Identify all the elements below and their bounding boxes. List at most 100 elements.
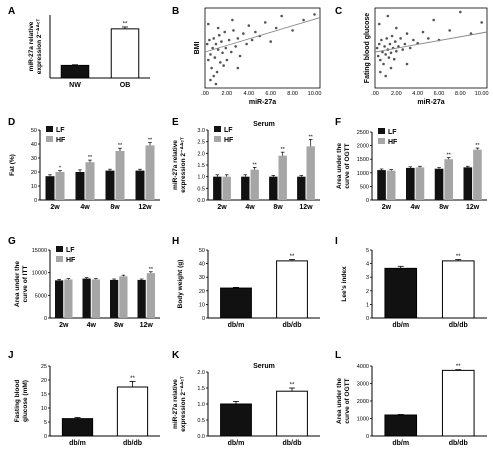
x-tick-label-C: 8.00 — [455, 91, 466, 97]
panel-letter-C: C — [335, 6, 342, 17]
y-tick-label-E: 0.5 — [197, 186, 205, 192]
legend-swatch-D — [46, 136, 53, 142]
x-tick-label-B: 4.00 — [243, 91, 254, 97]
scatter-point-B — [224, 46, 228, 50]
y-tick-label-G: 0 — [44, 316, 47, 322]
x-tick-label-E: 12w — [299, 204, 313, 211]
x-tick-label-B: 2.00 — [222, 91, 233, 97]
scatter-point-C — [387, 56, 391, 59]
panel-letter-E: E — [172, 117, 179, 128]
plot-frame-C — [374, 7, 488, 89]
scatter-point-B — [245, 42, 248, 46]
scatter-point-B — [215, 70, 219, 74]
y-tick-label-F: 1500 — [357, 157, 369, 163]
scatter-point-B — [236, 66, 240, 70]
scatter-point-C — [432, 18, 435, 22]
scatter-point-C — [405, 32, 409, 35]
scatter-point-B — [234, 45, 237, 48]
y-tick-label-J: 25 — [41, 364, 47, 370]
bar-G-LF-4w — [82, 278, 91, 318]
significance-J: ** — [130, 376, 135, 382]
scatter-point-C — [397, 45, 400, 48]
significance-A: ** — [123, 21, 128, 27]
x-tick-label-E: 2w — [217, 204, 227, 211]
scatter-point-B — [232, 29, 235, 32]
bar-H-db/m — [220, 287, 252, 319]
y-axis-label-E: miR-27a relative — [172, 140, 179, 190]
scatter-point-B — [216, 48, 220, 51]
y-axis-label-E: expression 2⁻ᐞᐞᶜᵀ — [179, 137, 187, 193]
scatter-point-B — [229, 50, 233, 54]
y-axis-label-A: expression 2⁻ᐞᐞᶜᵀ — [35, 19, 43, 75]
x-tick-label-D: 4w — [80, 204, 90, 211]
x-tick-label-E: 8w — [273, 204, 283, 211]
significance-D: ** — [148, 138, 153, 144]
scatter-point-B — [217, 33, 221, 37]
x-tick-label-F: 8w — [439, 204, 449, 211]
x-tick-label-F: 12w — [466, 204, 480, 211]
x-tick-label-B: 8.00 — [287, 91, 298, 97]
bar-J-db/m — [61, 418, 94, 437]
bar-D-LF-8w — [105, 170, 115, 200]
scatter-point-C — [383, 45, 386, 48]
y-tick-label-L: 3000 — [357, 382, 369, 388]
scatter-point-B — [291, 29, 294, 32]
y-axis-label-D: Fat (%) — [9, 154, 16, 176]
panel-letter-G: G — [8, 236, 16, 247]
bar-G-LF-2w — [55, 280, 64, 318]
y-tick-label-G: 15000 — [32, 248, 47, 254]
legend-label-E: HF — [224, 137, 234, 144]
x-axis-label-C: miR-27a — [417, 99, 444, 106]
bar-J-db/db — [116, 386, 149, 437]
scatter-point-C — [377, 42, 381, 46]
bar-D-LF-2w — [45, 176, 55, 200]
scatter-point-B — [212, 74, 216, 78]
y-axis-label-H: Body weight (g) — [177, 260, 184, 309]
scatter-point-C — [379, 58, 382, 62]
significance-K: ** — [290, 383, 295, 389]
y-axis-label-F: Area under the — [336, 143, 343, 189]
scatter-point-B — [213, 56, 217, 59]
bar-E-LF-8w — [269, 176, 278, 200]
scatter-point-B — [269, 40, 273, 43]
y-tick-label-L: 1000 — [357, 417, 369, 423]
x-tick-label-E: 4w — [245, 204, 255, 211]
bar-G-LF-12w — [137, 279, 146, 318]
y-axis-label-K: miR-27a relative — [172, 379, 179, 429]
legend-label-G: LF — [66, 247, 75, 254]
scatter-point-C — [382, 62, 385, 66]
scatter-point-C — [375, 46, 379, 50]
scatter-point-B — [280, 14, 283, 18]
legend-swatch-F — [378, 138, 385, 144]
scatter-point-B — [216, 26, 220, 30]
scatter-point-C — [405, 62, 409, 66]
y-tick-label-I: 1 — [366, 302, 369, 308]
scatter-point-C — [381, 50, 384, 54]
scatter-point-B — [242, 32, 245, 35]
x-tick-label-J: db/m — [69, 440, 86, 447]
y-tick-label-H: 0 — [202, 316, 205, 322]
significance-E: ** — [309, 134, 314, 140]
y-axis-label-L: curve of OGTT — [344, 378, 351, 423]
y-tick-label-J: 20 — [41, 378, 47, 384]
scatter-point-C — [386, 14, 390, 18]
y-axis-label-G: curve of ITT — [22, 266, 29, 303]
bar-F-LF-8w — [434, 168, 444, 200]
x-tick-label-F: 2w — [382, 204, 392, 211]
significance-E: ** — [281, 147, 286, 153]
scatter-point-B — [302, 18, 305, 22]
y-tick-label-K: 0.5 — [197, 418, 205, 424]
scatter-point-B — [263, 21, 267, 24]
significance-I: ** — [456, 254, 461, 260]
y-axis-label-A: miR-27a relative — [28, 21, 35, 71]
bar-L-db/db — [441, 369, 475, 437]
bar-F-LF-2w — [377, 170, 386, 200]
scatter-point-B — [206, 58, 210, 62]
scatter-point-C — [389, 66, 393, 70]
scatter-point-C — [385, 37, 389, 40]
x-tick-label-L: db/db — [449, 440, 468, 447]
scatter-point-C — [403, 42, 407, 46]
y-tick-label-I: 3 — [366, 275, 369, 281]
y-tick-label-J: 15 — [41, 392, 47, 398]
scatter-point-B — [220, 40, 223, 43]
